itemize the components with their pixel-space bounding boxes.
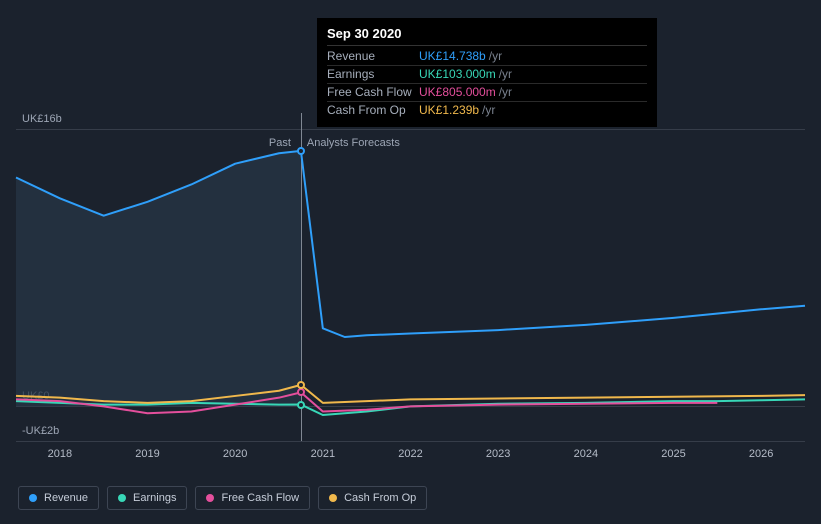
tooltip-date: Sep 30 2020: [327, 26, 647, 46]
legend-label: Earnings: [133, 492, 176, 504]
financials-chart: Sep 30 2020 RevenueUK£14.738b/yrEarnings…: [0, 0, 821, 524]
x-axis-label: 2021: [311, 448, 335, 460]
tooltip-value: UK£103.000m: [419, 66, 496, 83]
legend-dot-icon: [329, 494, 337, 502]
x-axis-label: 2018: [48, 448, 72, 460]
legend-item[interactable]: Revenue: [18, 486, 99, 510]
legend-item[interactable]: Cash From Op: [318, 486, 427, 510]
legend-label: Revenue: [44, 492, 88, 504]
tooltip-suffix: /yr: [499, 66, 512, 83]
x-axis-label: 2023: [486, 448, 510, 460]
tooltip-row: RevenueUK£14.738b/yr: [327, 48, 647, 66]
tooltip-label: Cash From Op: [327, 102, 419, 119]
x-axis-label: 2022: [398, 448, 422, 460]
legend-dot-icon: [206, 494, 214, 502]
series-marker: [297, 381, 305, 389]
legend-item[interactable]: Earnings: [107, 486, 187, 510]
tooltip-suffix: /yr: [489, 48, 502, 65]
legend-dot-icon: [118, 494, 126, 502]
series-marker: [297, 388, 305, 396]
tooltip-value: UK£805.000m: [419, 84, 496, 101]
tooltip-suffix: /yr: [482, 102, 495, 119]
tooltip-row: Free Cash FlowUK£805.000m/yr: [327, 84, 647, 102]
tooltip-row: Cash From OpUK£1.239b/yr: [327, 102, 647, 119]
tooltip-label: Earnings: [327, 66, 419, 83]
series-marker: [297, 401, 305, 409]
legend-label: Cash From Op: [344, 492, 416, 504]
x-axis-label: 2019: [135, 448, 159, 460]
tooltip-row: EarningsUK£103.000m/yr: [327, 66, 647, 84]
legend-label: Free Cash Flow: [221, 492, 299, 504]
x-axis-label: 2024: [574, 448, 598, 460]
tooltip-suffix: /yr: [499, 84, 512, 101]
tooltip-value: UK£14.738b: [419, 48, 486, 65]
chart-tooltip: Sep 30 2020 RevenueUK£14.738b/yrEarnings…: [317, 18, 657, 127]
legend-item[interactable]: Free Cash Flow: [195, 486, 310, 510]
x-axis-label: 2025: [661, 448, 685, 460]
series-marker: [297, 147, 305, 155]
tooltip-label: Free Cash Flow: [327, 84, 419, 101]
chart-legend: Revenue Earnings Free Cash Flow Cash From O…: [18, 486, 427, 510]
x-axis-label: 2020: [223, 448, 247, 460]
tooltip-label: Revenue: [327, 48, 419, 65]
tooltip-value: UK£1.239b: [419, 102, 479, 119]
legend-dot-icon: [29, 494, 37, 502]
x-axis-label: 2026: [749, 448, 773, 460]
